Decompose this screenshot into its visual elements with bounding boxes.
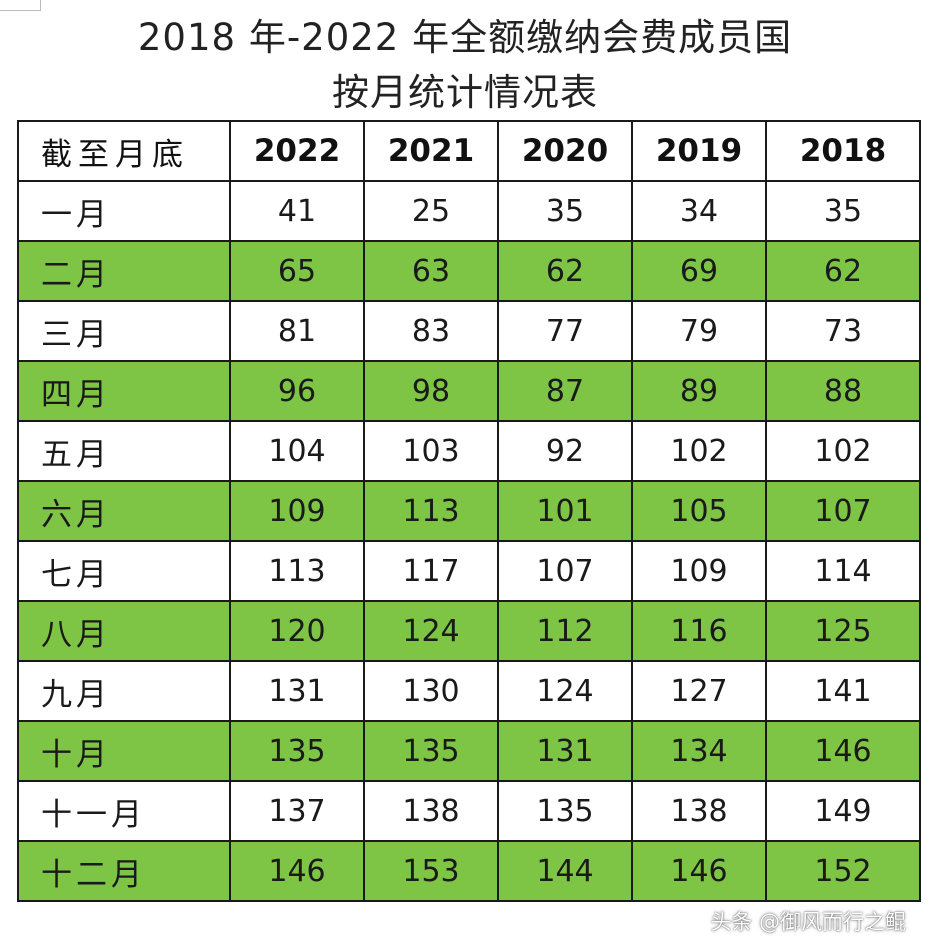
corner-mark [0, 0, 41, 11]
table-row: 十一月 137 138 135 138 149 [17, 780, 921, 842]
table-row: 六月 109 113 101 105 107 [17, 480, 921, 542]
value-cell: 92 [497, 420, 633, 482]
value-cell: 41 [229, 180, 365, 242]
value-cell: 153 [363, 840, 499, 902]
month-cell: 四月 [17, 360, 231, 422]
value-cell: 130 [363, 660, 499, 722]
month-cell: 十二月 [17, 840, 231, 902]
value-cell: 134 [631, 720, 767, 782]
value-cell: 127 [631, 660, 767, 722]
data-table: 截至月底 2022 2021 2020 2019 2018 一月 41 25 35 34… [17, 120, 921, 902]
month-cell: 一月 [17, 180, 231, 242]
value-cell: 98 [363, 360, 499, 422]
value-cell: 146 [631, 840, 767, 902]
month-cell: 五月 [17, 420, 231, 482]
value-cell: 107 [765, 480, 921, 542]
value-cell: 109 [631, 540, 767, 602]
table-row: 十月 135 135 131 134 146 [17, 720, 921, 782]
value-cell: 109 [229, 480, 365, 542]
value-cell: 69 [631, 240, 767, 302]
value-cell: 62 [497, 240, 633, 302]
table-row: 四月 96 98 87 89 88 [17, 360, 921, 422]
value-cell: 131 [497, 720, 633, 782]
table-header-row: 截至月底 2022 2021 2020 2019 2018 [17, 120, 921, 182]
value-cell: 146 [229, 840, 365, 902]
value-cell: 112 [497, 600, 633, 662]
value-cell: 25 [363, 180, 499, 242]
value-cell: 116 [631, 600, 767, 662]
value-cell: 96 [229, 360, 365, 422]
value-cell: 124 [497, 660, 633, 722]
table-row: 五月 104 103 92 102 102 [17, 420, 921, 482]
page-title: 2018 年-2022 年全额缴纳会费成员国 按月统计情况表 [0, 10, 930, 120]
month-cell: 十一月 [17, 780, 231, 842]
value-cell: 73 [765, 300, 921, 362]
month-cell: 三月 [17, 300, 231, 362]
title-line-1: 2018 年-2022 年全额缴纳会费成员国 [137, 16, 793, 59]
month-cell: 二月 [17, 240, 231, 302]
value-cell: 124 [363, 600, 499, 662]
value-cell: 135 [363, 720, 499, 782]
value-cell: 62 [765, 240, 921, 302]
value-cell: 104 [229, 420, 365, 482]
value-cell: 120 [229, 600, 365, 662]
value-cell: 88 [765, 360, 921, 422]
table-row: 三月 81 83 77 79 73 [17, 300, 921, 362]
value-cell: 141 [765, 660, 921, 722]
value-cell: 77 [497, 300, 633, 362]
value-cell: 89 [631, 360, 767, 422]
value-cell: 138 [631, 780, 767, 842]
value-cell: 35 [765, 180, 921, 242]
value-cell: 102 [631, 420, 767, 482]
table-row: 二月 65 63 62 69 62 [17, 240, 921, 302]
column-header: 截至月底 [17, 120, 231, 182]
value-cell: 87 [497, 360, 633, 422]
value-cell: 135 [497, 780, 633, 842]
month-cell: 八月 [17, 600, 231, 662]
value-cell: 102 [765, 420, 921, 482]
watermark: 头条 @御风而行之鲲 [710, 910, 906, 934]
value-cell: 101 [497, 480, 633, 542]
value-cell: 34 [631, 180, 767, 242]
month-cell: 九月 [17, 660, 231, 722]
value-cell: 103 [363, 420, 499, 482]
value-cell: 135 [229, 720, 365, 782]
value-cell: 79 [631, 300, 767, 362]
month-cell: 六月 [17, 480, 231, 542]
value-cell: 125 [765, 600, 921, 662]
value-cell: 146 [765, 720, 921, 782]
month-cell: 七月 [17, 540, 231, 602]
column-header: 2019 [631, 120, 767, 182]
table-row: 七月 113 117 107 109 114 [17, 540, 921, 602]
table-row: 九月 131 130 124 127 141 [17, 660, 921, 722]
value-cell: 65 [229, 240, 365, 302]
column-header: 2021 [363, 120, 499, 182]
column-header: 2020 [497, 120, 633, 182]
table-row: 一月 41 25 35 34 35 [17, 180, 921, 242]
value-cell: 113 [229, 540, 365, 602]
value-cell: 83 [363, 300, 499, 362]
value-cell: 113 [363, 480, 499, 542]
value-cell: 107 [497, 540, 633, 602]
value-cell: 63 [363, 240, 499, 302]
value-cell: 105 [631, 480, 767, 542]
table-row: 八月 120 124 112 116 125 [17, 600, 921, 662]
value-cell: 114 [765, 540, 921, 602]
value-cell: 81 [229, 300, 365, 362]
value-cell: 149 [765, 780, 921, 842]
value-cell: 138 [363, 780, 499, 842]
title-line-2: 按月统计情况表 [332, 71, 598, 114]
column-header: 2018 [765, 120, 921, 182]
value-cell: 137 [229, 780, 365, 842]
value-cell: 35 [497, 180, 633, 242]
value-cell: 152 [765, 840, 921, 902]
value-cell: 131 [229, 660, 365, 722]
column-header: 2022 [229, 120, 365, 182]
value-cell: 144 [497, 840, 633, 902]
month-cell: 十月 [17, 720, 231, 782]
table-row: 十二月 146 153 144 146 152 [17, 840, 921, 902]
value-cell: 117 [363, 540, 499, 602]
